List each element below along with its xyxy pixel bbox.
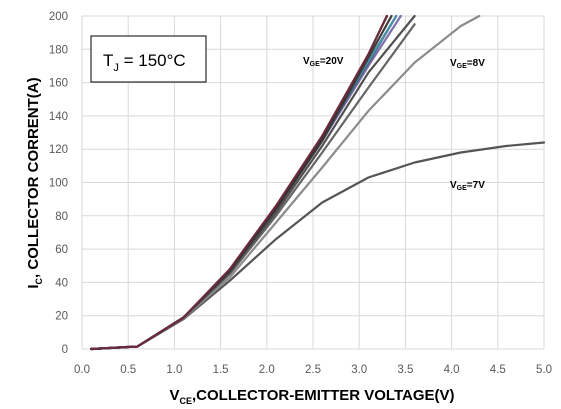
y-tick-label: 180 <box>49 44 68 56</box>
y-tick-label: 140 <box>49 111 68 123</box>
temperature-annotation-box <box>90 35 207 83</box>
x-tick-label: 2.5 <box>305 364 321 376</box>
y-tick-label: 20 <box>55 311 68 323</box>
y-axis-title: IC, COLLECTOR CORRENT(A) <box>25 77 44 288</box>
x-tick-label: 3.5 <box>397 364 413 376</box>
y-tick-labels: 0 20 40 60 80 100 120 140 160 180 200 <box>49 11 68 356</box>
x-tick-labels: 0.0 0.5 1.0 1.5 2.0 2.5 3.0 3.5 4.0 4.5 5.0 <box>74 364 552 376</box>
x-tick-label: 0.5 <box>120 364 136 376</box>
x-tick-label: 4.5 <box>490 364 506 376</box>
series-label-vge-8v: VGE=8V <box>450 58 485 70</box>
x-tick-label: 3.0 <box>351 364 367 376</box>
y-tick-label: 40 <box>55 277 68 289</box>
y-tick-label: 200 <box>49 11 68 23</box>
y-tick-label: 100 <box>49 178 68 190</box>
x-tick-label: 0.0 <box>74 364 90 376</box>
x-tick-label: 5.0 <box>536 364 552 376</box>
y-tick-label: 80 <box>55 211 68 223</box>
y-tick-label: 0 <box>62 344 68 356</box>
y-tick-label: 120 <box>49 144 68 156</box>
series-line-9 <box>90 14 388 351</box>
temperature-annotation: TJ = 150°C <box>90 35 207 83</box>
y-tick-label: 60 <box>55 244 68 256</box>
x-tick-label: 4.0 <box>444 364 460 376</box>
y-tick-label: 160 <box>49 78 68 90</box>
series-label-vge-7v: VGE=7V <box>450 180 485 192</box>
temperature-annotation-text: TJ = 150°C <box>103 51 186 74</box>
x-tick-label: 1.5 <box>213 364 229 376</box>
series-label-vge-20v: VGE=20V <box>303 56 344 68</box>
x-axis-title: VCE,COLLECTOR-EMITTER VOLTAGE(V) <box>169 387 454 406</box>
x-tick-label: 1.0 <box>166 364 182 376</box>
x-tick-label: 2.0 <box>259 364 275 376</box>
series-lines <box>90 14 546 351</box>
